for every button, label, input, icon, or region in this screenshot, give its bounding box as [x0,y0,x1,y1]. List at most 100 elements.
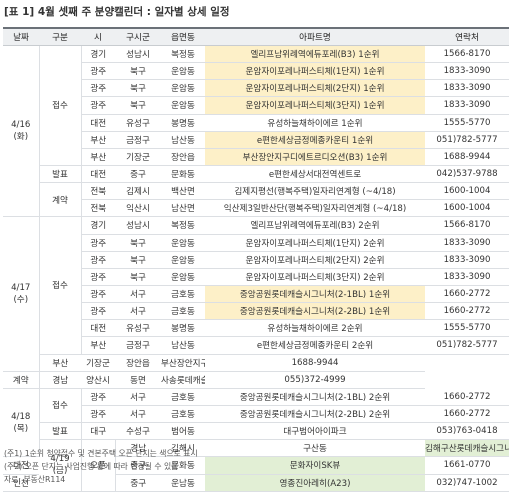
table-row: 대전 유성구 봉명동 유성하늘채하이에르 1순위 1555-5770 [3,114,509,132]
contact-cell: 055)372-4999 [205,371,425,389]
district-cell: 북구 [115,234,161,252]
table-row: 4/18 (목) 접수 광주 서구 금호동 중앙공원롯데캐슬시그니처(2-1BL) 2순위… [3,388,509,458]
district-cell: 익산시 [115,199,161,218]
district-cell: 북구 [115,79,161,98]
footnote-1: (주1) 1순위 청약접수 및 견본주택 오픈 단지는 색으로 표시 [4,449,198,458]
table-row: 광주 북구 운암동 운암자이포레나퍼스티체(3단지) 1순위 1833-3090 [3,96,509,115]
apartment-name-cell: 운암자이포레나퍼스티체(1단지) 1순위 [205,62,425,81]
apartment-name-cell: e편한세상금정메종카운티 1순위 [205,131,425,149]
district-cell: 금정구 [115,336,161,355]
district-cell: 서구 [115,285,161,304]
apartment-name-cell: 엘리프남위례역에듀포레(B3) 1순위 [205,45,425,64]
table-row: 4/17 (수) 접수 경기 성남시 복정동 엘리프남위례역에듀포레(B3) 2순위 156… [3,216,509,372]
type-cell: 계약 [39,182,82,218]
apartment-name-cell: 대구범어아이파크 [205,422,425,441]
district-cell: 서구 [115,405,161,424]
city-cell: 부산 [81,131,115,149]
contact-cell: 1833-3090 [425,251,509,269]
apartment-name-cell: 김제지평선(행복주택)일자리연계형 (~4/18) [205,182,425,201]
district-cell: 중구 [115,165,161,184]
contact-cell: 1566-8170 [425,216,509,235]
dong-cell: 봉명동 [161,319,205,338]
district-cell: 유성구 [115,319,161,338]
table-row: 계약 전북 김제시 백산면 김제지평선(행복주택)일자리연계형 (~4/18) 1600-… [3,182,509,218]
apartment-name-cell: 운암자이포레나퍼스티체(2단지) 2순위 [205,251,425,269]
city-cell: 부산 [81,148,115,166]
contact-cell: 1660-2772 [425,285,509,304]
dong-cell: 남산동 [161,131,205,149]
apartment-name-cell: 유성하늘채하이에르 2순위 [205,319,425,338]
table-row: 4/16 (화) 접수 경기 성남시 복정동 엘리프남위례역에듀포레(B3) 1순위 156… [3,45,509,218]
footnote-2: (주2) 오픈 단지는 사업진행 등에 따라 변경될 수 있음 [4,462,179,471]
header-dong: 읍면동 [161,27,205,46]
header-city: 시 [81,27,115,46]
district-cell: 북구 [115,268,161,286]
table-row: 대전 유성구 봉명동 유성하늘채하이에르 2순위 1555-5770 [3,319,509,338]
table-row: 대전 중구 문화동 문화자이SK뷰 1661-0770 [3,456,509,475]
district-cell: 서구 [115,388,161,406]
city-cell: 대전 [3,456,39,475]
contact-cell: 1566-8170 [425,45,509,64]
dong-cell: 금호동 [161,285,205,304]
apartment-name-cell: 중앙공원롯데캐슬시그니처(2-1BL) 2순위 [205,388,425,406]
dong-cell: 복정동 [161,45,205,64]
district-cell: 북구 [115,62,161,81]
district-cell: 양산시 [81,371,115,389]
apartment-name-cell: 중앙공원롯데캐슬시그니처(2-1BL) 1순위 [205,285,425,304]
district-cell: 기장군 [81,354,115,372]
city-cell: 전북 [81,199,115,218]
table-row: 광주 서구 금호동 중앙공원롯데캐슬시그니처(2-2BL) 1순위 1660-2772 [3,302,509,321]
dong-cell: 장안읍 [115,354,161,372]
table-body: 4/16 (화) 접수 경기 성남시 복정동 엘리프남위례역에듀포레(B3) 1순위 156… [3,45,509,492]
dong-cell: 운암동 [161,234,205,252]
city-cell: 대전 [81,114,115,132]
table-row: 광주 서구 금호동 중앙공원롯데캐슬시그니처(2-1BL) 1순위 1660-2772 [3,285,509,304]
dong-cell: 남산면 [161,199,205,218]
type-cell: 계약 [3,371,40,389]
city-cell: 대전 [81,165,115,184]
district-cell: 김해시 [161,439,205,458]
table-row: 광주 서구 금호동 중앙공원롯데캐슬시그니처(2-2BL) 2순위 1660-2772 [3,405,509,424]
dong-cell: 남산동 [161,336,205,355]
district-cell: 서구 [115,302,161,321]
header-apartment: 아파트명 [205,27,425,46]
city-cell: 부산 [81,336,115,355]
city-cell: 광주 [81,96,115,115]
type-cell: 접수 [39,216,82,355]
city-cell: 광주 [81,251,115,269]
dong-cell: 운암동 [161,251,205,269]
apartment-name-cell: 부산장안지구디에트르디오션(B3) 2순위 [161,354,205,372]
page-title: [표 1] 4월 셋째 주 분양캘린더 : 일자별 상세 일정 [4,6,230,18]
contact-cell: 053)763-0418 [425,422,509,441]
dong-cell: 금호동 [161,388,205,406]
apartment-name-cell: 김해구산롯데캐슬시그니처 [425,439,509,458]
city-cell: 광주 [81,285,115,304]
table-row: 광주 북구 운암동 운암자이포레나퍼스티체(1단지) 2순위 1833-3090 [3,234,509,252]
contact-cell: 051)782-5777 [425,336,509,355]
dong-cell: 금호동 [161,405,205,424]
table-header-row: 날짜 구분 시 구시군 읍면동 아파트명 연락처 [3,27,509,46]
district-cell: 수성구 [115,422,161,441]
table-row: 부산 금정구 남산동 e편한세상금정메종카운티 1순위 051)782-5777 [3,131,509,149]
city-cell: 대구 [81,422,115,441]
footnotes: (주1) 1순위 청약접수 및 견본주택 오픈 단지는 색으로 표시 (주2) … [4,447,198,486]
district-cell: 성남시 [115,216,161,235]
type-cell: 발표 [39,422,82,441]
contact-cell: 1661-0770 [425,456,509,475]
district-cell: 금정구 [115,131,161,149]
city-cell: 광주 [81,268,115,286]
type-cell: 접수 [39,45,82,166]
apartment-name-cell: 운암자이포레나퍼스티체(3단지) 2순위 [205,268,425,286]
table-row: 계약경남양산시동면사송롯데캐슬B8(민간임대) (~4/20)055)372-4… [3,371,509,389]
table-row: 광주 북구 운암동 운암자이포레나퍼스티체(3단지) 2순위 1833-3090 [3,268,509,286]
contact-cell: 1555-5770 [425,319,509,338]
dong-cell: 운암동 [161,79,205,98]
contact-cell: 1833-3090 [425,79,509,98]
contact-cell: 1660-2772 [425,405,509,424]
dong-cell: 장안읍 [161,148,205,166]
table-row: 발표 대구 수성구 범어동 대구범어아이파크 053)763-0418 [3,422,509,441]
dong-cell: 금호동 [161,302,205,321]
contact-cell: 1660-2772 [425,302,509,321]
